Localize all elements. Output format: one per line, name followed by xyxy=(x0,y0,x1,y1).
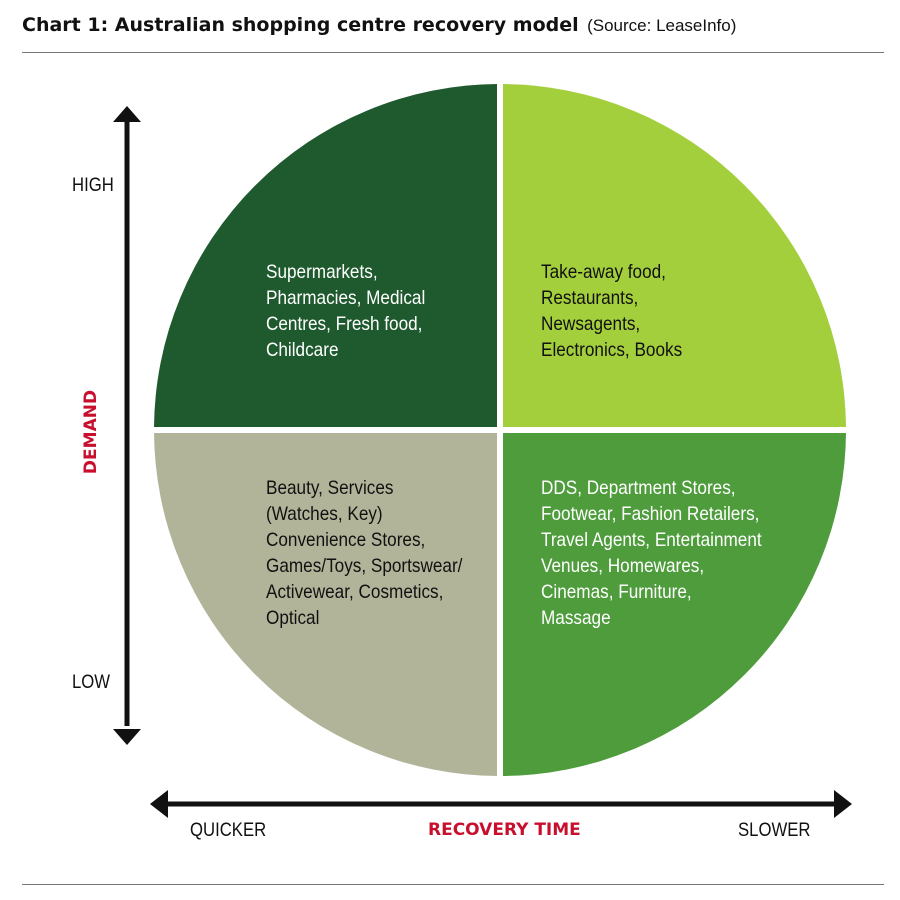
quadrant-top-left xyxy=(154,84,497,427)
quadrant-bottom-right-text: DDS, Department Stores, Footwear, Fashio… xyxy=(541,477,762,629)
chart-title: Chart 1: Australian shopping centre reco… xyxy=(22,14,736,36)
recovery-axis-label: RECOVERY TIME xyxy=(428,820,581,840)
quadrant-bottom-right xyxy=(503,433,846,776)
demand-axis-arrow xyxy=(113,106,141,745)
recovery-axis-arrow xyxy=(150,790,852,818)
quadrant-bottom-left-text: Beauty, Services (Watches, Key) Convenie… xyxy=(266,477,463,629)
chart-source: (Source: LeaseInfo) xyxy=(587,16,737,35)
chart-title-main: Chart 1: Australian shopping centre reco… xyxy=(22,14,579,36)
demand-axis-label: DEMAND xyxy=(81,389,101,475)
quadrant-bottom-left xyxy=(154,433,497,776)
bottom-rule xyxy=(22,884,884,885)
demand-high-label: HIGH xyxy=(72,175,114,196)
quadrant-top-right xyxy=(503,84,846,427)
recovery-quicker-label: QUICKER xyxy=(190,820,267,841)
demand-low-label: LOW xyxy=(72,672,111,693)
recovery-slower-label: SLOWER xyxy=(738,820,811,841)
quadrant-top-left-text: Supermarkets, Pharmacies, Medical Centre… xyxy=(266,261,426,361)
quadrant-top-right-text: Take-away food, Restaurants, Newsagents,… xyxy=(541,261,683,361)
top-rule xyxy=(22,52,884,53)
